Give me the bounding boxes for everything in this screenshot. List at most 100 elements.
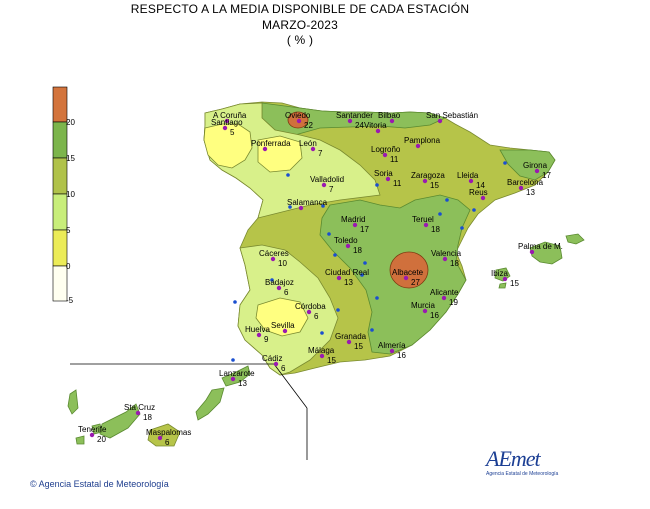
isoline-marker [375,296,379,300]
station-value: 27 [411,278,420,287]
station-dot [422,308,428,314]
station-value: 19 [449,298,458,307]
station-dot [403,275,409,281]
station-value: 16 [430,311,439,320]
station-name: Almería [378,341,406,350]
station-dot [468,178,474,184]
station-value: 7 [329,185,334,194]
station-name: Santander [336,111,373,120]
station-dot [270,256,276,262]
aemet-logo: AEmet [486,446,541,471]
station-value: 10 [278,259,287,268]
legend-swatch-neg5-0 [52,265,68,302]
station-name: Cáceres [259,249,289,258]
station-dot [319,353,325,359]
copyright-credit: © Agencia Estatal de Meteorología [30,479,169,489]
station-value: 14 [476,181,485,190]
station-name: Bilbao [378,111,401,120]
station-dot [222,125,228,131]
station-name: Valencia [431,249,462,258]
station-name: Lleida [457,171,479,180]
island-gran-canaria [147,423,181,447]
legend-swatch-20plus [52,86,68,123]
band-0-5-leon [257,135,303,173]
map-title-line3: ( % ) [286,33,314,47]
legend-tick: 15 [66,154,75,163]
station-dot [437,118,443,124]
station-dot [375,128,381,134]
island-tenerife [99,403,141,439]
station-dot [230,376,236,382]
station-dot [518,185,524,191]
legend-swatch-10-15 [52,157,68,195]
station-dot [262,146,268,152]
station-dot [306,309,312,315]
station-value: 24 [355,121,364,130]
station-dot [352,222,358,228]
station-dot [442,256,448,262]
legend-tick: 5 [66,226,71,235]
station-name: Pamplona [404,136,441,145]
station-dot [298,205,304,211]
island-la-palma [67,389,79,415]
station-value: 11 [393,179,402,188]
station-name: Santiago [211,118,243,127]
band-0-5-galicia [203,123,253,169]
station-dot [382,152,388,158]
station-name: Salamanca [287,198,328,207]
station-name: Lanzarote [219,369,255,378]
isoline-marker [233,300,237,304]
map-title-line2: MARZO-2023 [261,18,339,32]
isoline-marker [321,204,325,208]
station-name: Zaragoza [411,171,445,180]
station-value: 18 [450,259,459,268]
station-dot [529,249,535,255]
legend-tick: 10 [66,190,75,199]
island-lanzarote [221,365,251,387]
legend-swatch-15-20 [52,121,68,159]
station-name: Soria [374,169,393,178]
aemet-logo-subtitle: Agencia Estatal de Meteorología [486,471,559,477]
station-dot [157,435,163,441]
station-dot [224,118,230,124]
station-dot [347,118,353,124]
station-dot [422,178,428,184]
station-value: 6 [284,288,289,297]
station-marker: Palma de M. [518,242,563,255]
station-value: 18 [143,413,152,422]
station-marker: Vitoria [364,121,387,134]
station-marker: Reus [469,188,488,201]
island-el-hierro [75,435,85,445]
station-name: Girona [523,161,548,170]
isoline-marker [327,232,331,236]
station-value: 7 [318,149,323,158]
station-value: 15 [430,181,439,190]
legend-swatch-5-10 [52,193,68,231]
isoline-marker [363,261,367,265]
station-value: 6 [314,312,319,321]
isoline-marker [320,331,324,335]
station-marker: Bilbao [378,111,401,124]
isoline-markers [231,161,507,362]
station-dot [282,328,288,334]
station-name: Tenerife [78,425,107,434]
station-marker: Salamanca [287,198,328,211]
station-value: 18 [353,246,362,255]
isoline-marker [375,183,379,187]
